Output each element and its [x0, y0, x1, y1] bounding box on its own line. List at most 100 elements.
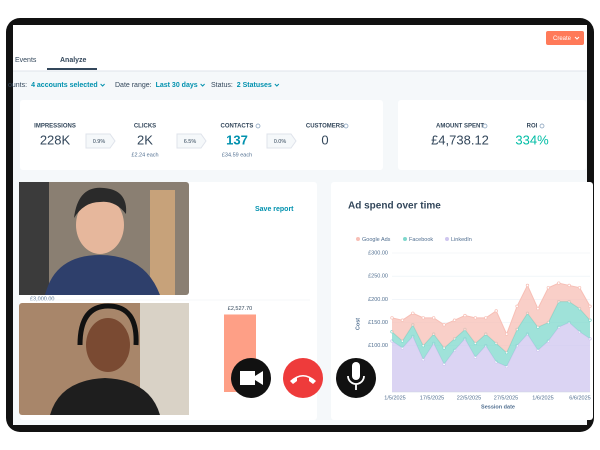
point: [463, 313, 467, 318]
kpi-label: CUSTOMERS: [306, 124, 344, 130]
rate-value: 0.9%: [93, 139, 106, 145]
point: [452, 318, 457, 322]
area: [392, 322, 590, 392]
legend-label: Google Ads: [362, 237, 391, 243]
participant-face: [76, 196, 124, 254]
save-report-link[interactable]: Save report: [255, 206, 294, 213]
info-icon: [539, 123, 545, 129]
point: [577, 286, 582, 290]
rate-chip: [266, 133, 297, 149]
create-caret: [574, 36, 580, 40]
legend-swatch: [445, 237, 449, 241]
y-tick-label: £250.00: [368, 274, 388, 280]
end-call-button[interactable]: [283, 358, 323, 398]
kpi-value: 228K: [40, 132, 71, 147]
info-icon: [255, 123, 261, 129]
x-tick-label: 17/5/2025: [420, 395, 444, 401]
area: [392, 283, 590, 353]
kpi-sub: £2.24 each: [131, 152, 158, 158]
filter-label: Status:: [211, 82, 233, 89]
area: [392, 301, 590, 367]
legend-swatch: [403, 237, 407, 241]
tab-underline: [47, 68, 97, 70]
x-tick-label: 1/5/2025: [384, 395, 405, 401]
tab-active[interactable]: Analyze: [60, 57, 87, 64]
summary-value: 334%: [515, 132, 549, 147]
y-tick-label: £150.00: [368, 320, 388, 326]
top-bar: [13, 25, 587, 71]
summary-value: £4,738.12: [431, 132, 489, 147]
x-tick-label: 22/5/2025: [457, 395, 481, 401]
point: [546, 286, 550, 290]
kpi-value: 137: [226, 132, 248, 147]
rate-chip: [85, 133, 116, 149]
participant-headset: [77, 303, 139, 346]
info-icon: [343, 123, 349, 129]
video-bg: [150, 190, 175, 295]
kpi-label: CLICKS: [134, 124, 156, 130]
y-tick-label: £100.00: [368, 343, 388, 349]
tab[interactable]: Events: [15, 57, 37, 64]
point: [442, 323, 446, 327]
summary-label: ROI: [527, 124, 538, 130]
y-tick-label: £300.00: [368, 250, 388, 256]
area-line: [391, 282, 591, 336]
point: [473, 316, 478, 320]
participant-hair: [74, 187, 127, 218]
kpi-value: 0: [321, 132, 328, 147]
point: [411, 311, 415, 315]
caret: [274, 83, 280, 87]
mic-stand: [347, 375, 365, 390]
rate-value: 0.0%: [274, 139, 287, 145]
point: [494, 309, 498, 313]
kpi-value: 2K: [137, 132, 153, 147]
point: [525, 283, 530, 288]
mic-icon: [352, 362, 360, 380]
summary-label: AMOUNT SPENT: [436, 124, 484, 130]
point: [588, 304, 592, 308]
create-button-label[interactable]: Create: [553, 36, 572, 42]
y-tick-label: £200.00: [368, 297, 388, 303]
legend-label: Facebook: [409, 237, 433, 243]
point: [400, 318, 405, 322]
point: [557, 281, 561, 285]
point: [432, 316, 436, 320]
participant-face: [86, 318, 130, 372]
point: [515, 304, 519, 308]
x-axis-label: Session date: [481, 404, 515, 410]
bar-label: £2,527.70: [228, 306, 252, 312]
point: [536, 306, 540, 311]
y-axis-label: Cost: [355, 318, 361, 330]
x-tick-label: 1/6/2025: [532, 395, 553, 401]
video-bg: [19, 182, 49, 295]
filter-label: ounts:: [8, 82, 27, 89]
x-tick-label: 6/6/2025: [569, 395, 590, 401]
point: [504, 332, 509, 336]
end-call-icon: [290, 375, 316, 384]
legend-swatch: [356, 237, 360, 241]
x-tick-label: 27/5/2025: [494, 395, 518, 401]
y-tick-label: £3,000.00: [30, 296, 54, 302]
caret: [200, 83, 205, 87]
camera-icon: [240, 371, 263, 385]
rate-value: 6.5%: [184, 139, 197, 145]
participant-body: [50, 378, 160, 415]
legend-label: LinkedIn: [451, 237, 472, 243]
filter-value[interactable]: Last 30 days: [156, 82, 198, 89]
point: [390, 316, 394, 320]
point: [421, 316, 425, 320]
rate-chip: [176, 133, 207, 149]
point: [484, 316, 488, 320]
create-button[interactable]: [546, 31, 584, 45]
kpi-label: CONTACTS: [221, 124, 254, 130]
chart-title: Ad spend over time: [348, 201, 441, 212]
kpi-sub: £34.59 each: [222, 152, 252, 158]
summary-card: [398, 100, 586, 170]
filter-value[interactable]: 2 Statuses: [237, 82, 272, 89]
caret: [100, 83, 105, 87]
info-icon: [482, 123, 488, 129]
filter-label: Date range:: [115, 82, 152, 89]
filter-value[interactable]: 4 accounts selected: [31, 82, 98, 89]
participant-body: [45, 255, 160, 295]
